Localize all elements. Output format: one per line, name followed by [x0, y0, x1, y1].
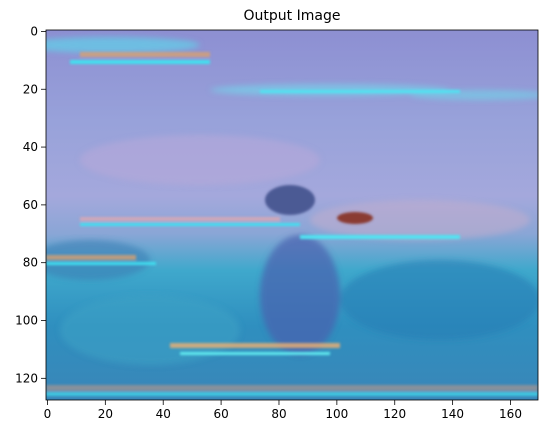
x-tick-label: 160 [499, 407, 522, 421]
x-tick-label: 120 [383, 407, 406, 421]
x-tick-label: 0 [44, 407, 52, 421]
x-tick-label: 60 [213, 407, 228, 421]
y-tick-label: 100 [15, 314, 38, 328]
axes-frame [45, 29, 539, 401]
y-tick-label: 40 [23, 140, 38, 154]
y-tick-label: 120 [15, 371, 38, 385]
y-tick-label: 0 [30, 24, 38, 38]
image [46, 30, 538, 400]
y-tick-label: 80 [23, 256, 38, 270]
y-tick-label: 20 [23, 82, 38, 96]
x-tick-label: 140 [441, 407, 464, 421]
x-tick-label: 20 [98, 407, 113, 421]
x-tick-label: 100 [325, 407, 348, 421]
y-tick-label: 60 [23, 198, 38, 212]
chart-title: Output Image [244, 8, 341, 24]
x-tick-label: 80 [271, 407, 286, 421]
x-tick-label: 40 [156, 407, 171, 421]
